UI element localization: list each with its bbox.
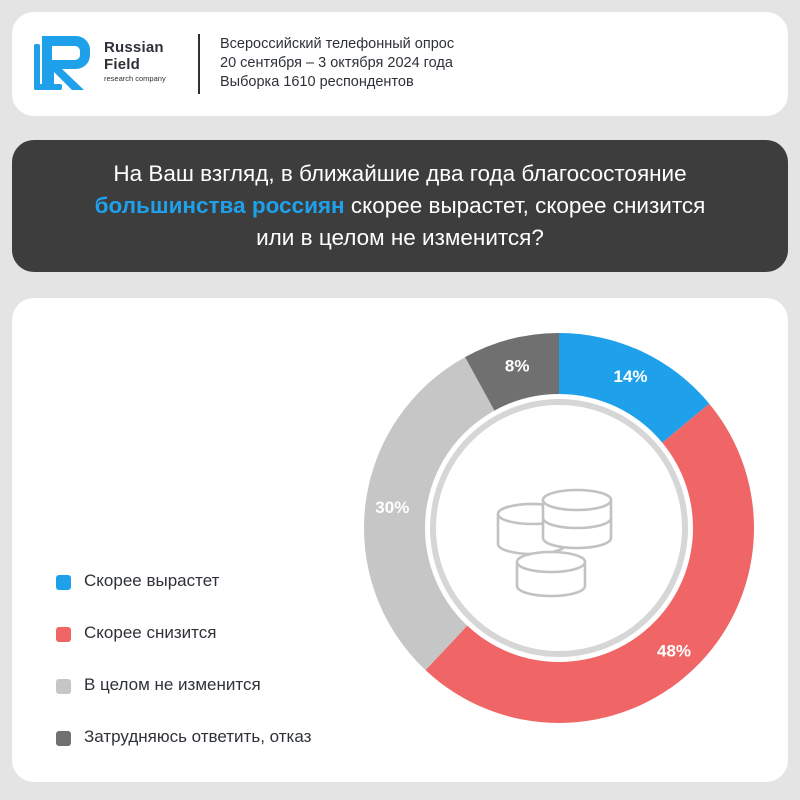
slice-refuse — [465, 333, 559, 411]
header-card: Russian Field research company Всероссий… — [12, 12, 788, 116]
legend-swatch-down — [56, 627, 71, 642]
survey-info: Всероссийский телефонный опрос 20 сентяб… — [220, 35, 454, 92]
slice-label-down: 48% — [657, 641, 691, 660]
legend-swatch-up — [56, 575, 71, 590]
legend-label-up: Скорее вырастет — [84, 571, 220, 590]
slice-label-same: 30% — [375, 498, 409, 517]
question-part3: или в целом не изменится? — [256, 225, 544, 250]
slice-label-up: 14% — [614, 367, 648, 386]
survey-info-line1: Всероссийский телефонный опрос — [220, 36, 455, 52]
question-card: На Ваш взгляд, в ближайшие два года благ… — [12, 140, 788, 272]
brand-name: Russian Field research company — [104, 40, 166, 83]
survey-info-line3: Выборка 1610 респондентов — [220, 74, 414, 90]
legend-label-same: В целом не изменится — [84, 675, 261, 694]
chart-card: 14% 48% 30% 8% Скорее вырастет Скорее снизи… — [12, 298, 788, 782]
question-text: На Ваш взгляд, в ближайшие два года благ… — [32, 158, 768, 254]
slice-up — [559, 333, 710, 443]
inner-ring — [430, 399, 688, 657]
russian-field-logo-icon — [34, 36, 90, 90]
brand-name-line2: Field — [104, 56, 141, 73]
brand-tagline: research company — [104, 74, 166, 83]
question-highlight: большинства россиян — [94, 193, 345, 218]
header-divider — [198, 34, 200, 94]
survey-info-line2: 20 сентября – 3 октября 2024 года — [220, 55, 453, 71]
slice-down — [425, 403, 754, 723]
brand-name-line1: Russian — [104, 39, 164, 56]
legend-swatch-same — [56, 679, 71, 694]
slice-same — [364, 357, 495, 671]
donut-chart: 14% 48% 30% 8% — [364, 333, 754, 723]
slice-label-refuse: 8% — [505, 356, 530, 375]
legend-label-refuse: Затрудняюсь ответить, отказ — [84, 727, 312, 746]
legend-swatch-refuse — [56, 731, 71, 746]
question-part1: На Ваш взгляд, в ближайшие два года благ… — [113, 161, 687, 186]
slice-labels: 14% 48% 30% 8% — [375, 356, 691, 660]
coins-icon — [496, 488, 613, 598]
question-part2: скорее вырастет, скорее снизится — [350, 193, 706, 218]
donut-slices — [364, 333, 754, 723]
legend-label-down: Скорее снизится — [84, 623, 217, 642]
